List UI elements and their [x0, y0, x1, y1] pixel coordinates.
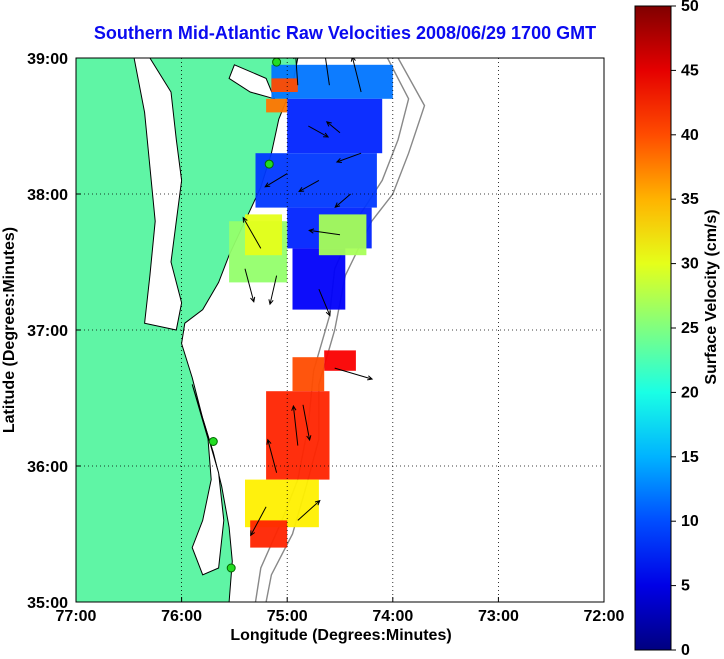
- velocity-vector: [325, 121, 341, 134]
- radar-stations: [208, 58, 282, 573]
- velocity-cell-south-a: [324, 350, 356, 371]
- velocity-vector: [291, 404, 299, 446]
- velocity-cell-south-d: [245, 479, 319, 528]
- velocity-vector: [297, 499, 321, 521]
- y-tick-label: 35:00: [27, 595, 68, 612]
- colorbar: [634, 5, 672, 651]
- colorbar-label: Surface Velocity (cm/s): [703, 209, 720, 384]
- y-axis-ticks: 35:00 36:00 37:00 38:00 39:00: [27, 51, 81, 612]
- land-polygon: [76, 58, 299, 602]
- chart-title: Southern Mid-Atlantic Raw Velocities 200…: [94, 23, 596, 43]
- velocity-vector: [318, 289, 331, 317]
- velocity-vector: [302, 404, 312, 442]
- y-tick-label: 39:00: [27, 51, 68, 68]
- colorbar-tick-label: 40: [681, 127, 699, 144]
- colorbar-tick-label: 5: [681, 578, 690, 595]
- velocity-field: [229, 64, 393, 548]
- grid-lines: [76, 58, 604, 602]
- x-tick-label: 77:00: [56, 608, 97, 625]
- velocity-vector: [335, 152, 362, 163]
- colorbar-tick-label: 0: [681, 642, 690, 659]
- velocity-cell-west-b: [245, 214, 282, 256]
- x-tick-label: 75:00: [267, 608, 308, 625]
- radar-station-marker: [226, 563, 236, 573]
- radar-station-marker: [272, 58, 282, 67]
- velocity-vectors: [242, 58, 374, 537]
- velocity-cell-north-e: [271, 78, 298, 92]
- velocity-vector: [244, 268, 256, 303]
- water-body: [191, 384, 225, 576]
- colorbar-tick-label: 15: [681, 449, 699, 466]
- colorbar-tick-label: 35: [681, 191, 699, 208]
- velocity-vector: [325, 58, 330, 86]
- x-tick-label: 74:00: [372, 608, 413, 625]
- y-tick-label: 37:00: [27, 323, 68, 340]
- velocity-vector: [293, 58, 299, 86]
- x-tick-label: 76:00: [161, 608, 202, 625]
- water-body: [228, 64, 276, 100]
- colorbar-ticks: 0 5 10 15 20 25 30 35 40 45 50: [671, 0, 699, 659]
- x-tick-label: 72:00: [584, 608, 625, 625]
- velocity-vector: [250, 506, 267, 537]
- velocity-cell-east: [318, 214, 367, 256]
- radar-station-marker: [264, 159, 274, 169]
- velocity-vector: [264, 173, 288, 188]
- velocity-vector: [350, 58, 362, 93]
- velocity-cell-south-e: [250, 520, 288, 548]
- colorbar-tick-label: 50: [681, 0, 699, 15]
- velocity-cell-south-b: [292, 357, 325, 392]
- velocity-vector: [268, 275, 278, 306]
- velocity-vector: [298, 179, 320, 192]
- bathymetry-contour: [265, 58, 426, 602]
- velocity-vector: [334, 193, 351, 208]
- x-tick-label: 73:00: [478, 608, 519, 625]
- y-axis-label: Latitude (Degrees:Minutes): [1, 227, 18, 433]
- colorbar-tick-label: 20: [681, 384, 699, 401]
- land-mass: [76, 58, 299, 602]
- velocity-vector: [266, 438, 278, 473]
- x-axis-label: Longitude (Degrees:Minutes): [230, 627, 451, 644]
- radar-station-marker: [208, 437, 218, 446]
- velocity-cell-north-d: [292, 248, 346, 310]
- y-tick-label: 38:00: [27, 187, 68, 204]
- velocity-vector: [308, 228, 341, 236]
- colorbar-tick-label: 30: [681, 256, 699, 273]
- y-tick-label: 36:00: [27, 459, 68, 476]
- velocity-vector: [308, 125, 330, 138]
- velocity-cell-south-c: [266, 391, 330, 480]
- velocity-vector: [334, 367, 374, 381]
- colorbar-tick-label: 10: [681, 513, 699, 530]
- velocity-cell-north-f: [266, 98, 288, 113]
- velocity-vector: [242, 216, 262, 249]
- colorbar-tick-label: 25: [681, 320, 699, 337]
- colorbar-tick-label: 45: [681, 62, 699, 79]
- x-axis-ticks: 77:00 76:00 75:00 74:00 73:00 72:00: [56, 597, 625, 625]
- velocity-cell-north-a: [287, 98, 383, 154]
- velocity-cell-north-b: [255, 153, 377, 208]
- map-layer: [76, 58, 604, 602]
